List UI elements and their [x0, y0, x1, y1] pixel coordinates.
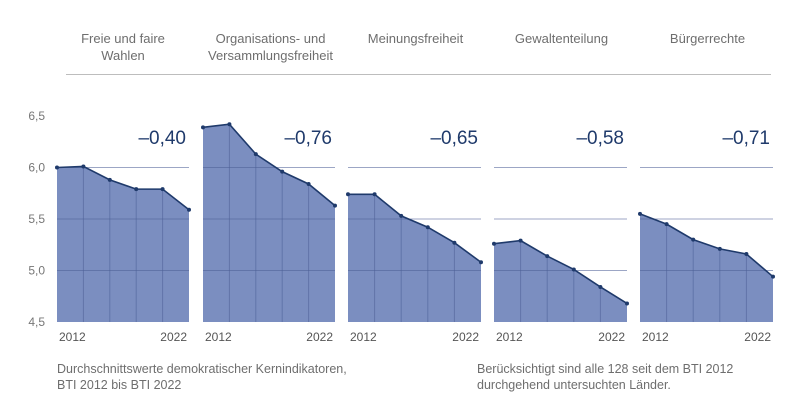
data-point [598, 284, 603, 289]
data-point [625, 301, 629, 306]
x-tick-label-end: 2022 [744, 330, 771, 344]
data-point [571, 267, 576, 272]
x-tick-label-start: 2012 [496, 330, 523, 344]
x-tick-label-start: 2012 [642, 330, 669, 344]
data-point [545, 254, 550, 259]
area-fill [203, 124, 335, 323]
data-point [479, 260, 483, 265]
change-label: –0,65 [430, 128, 478, 149]
data-point [187, 207, 191, 212]
x-tick-label-end: 2022 [306, 330, 333, 344]
data-point [717, 246, 722, 251]
area-fill [494, 240, 627, 322]
data-point [201, 125, 205, 130]
data-point [107, 177, 112, 182]
change-label: –0,58 [576, 128, 624, 149]
data-point [518, 238, 523, 243]
data-point [346, 192, 350, 197]
y-tick-label: 6,0 [28, 161, 45, 175]
x-tick-label-start: 2012 [350, 330, 377, 344]
data-point [664, 222, 669, 227]
data-point [227, 122, 232, 127]
data-point [55, 165, 59, 170]
data-point [306, 181, 311, 186]
x-tick-label-end: 2022 [598, 330, 625, 344]
data-point [744, 252, 749, 257]
data-point [280, 169, 285, 174]
panel-title-2: Meinungsfreiheit [367, 31, 464, 46]
panel-title-3: Gewaltenteilung [514, 31, 609, 46]
y-tick-label: 6,5 [28, 109, 45, 123]
panel-title-4: Bürgerrechte [669, 31, 746, 46]
data-point [372, 192, 377, 197]
change-label: –0,76 [284, 128, 332, 149]
series-line [639, 213, 774, 278]
series-line [348, 193, 482, 263]
area-fill [640, 213, 773, 322]
data-point [160, 187, 165, 192]
area-fill [57, 166, 189, 322]
change-label: –0,71 [722, 128, 770, 149]
note-right: Berücksichtigt sind alle 128 seit dem BT… [477, 362, 734, 392]
data-point [134, 187, 139, 192]
x-tick-label-end: 2022 [160, 330, 187, 344]
panel-title-1: Organisations- und Versammlungsfreiheit [208, 31, 333, 63]
data-point [691, 237, 696, 242]
y-tick-label: 5,5 [28, 212, 45, 226]
panel-title-0: Freie und faire Wahlen [81, 31, 165, 63]
data-point [399, 213, 404, 218]
data-point [452, 240, 457, 245]
x-tick-label-start: 2012 [205, 330, 232, 344]
data-point [638, 211, 642, 216]
y-tick-label: 4,5 [28, 315, 45, 329]
small-multiples-area-chart: 4,5 5,0 5,5 6,0 6,5 –0,40 2012 2022 –0,76 2012 202… [28, 109, 775, 344]
data-point [492, 241, 496, 246]
data-point [81, 164, 86, 169]
header-divider [66, 74, 771, 75]
data-point [253, 152, 258, 157]
series-line [56, 165, 190, 211]
series-line [493, 239, 628, 305]
area-fill [348, 194, 481, 322]
note-left: Durchschnittswerte demokratischer Kernin… [57, 362, 347, 392]
change-label: –0,40 [138, 128, 186, 149]
series-line [202, 123, 336, 207]
y-tick-label: 5,0 [28, 264, 45, 278]
data-point [425, 225, 430, 230]
data-point [333, 203, 337, 208]
x-tick-label-start: 2012 [59, 330, 86, 344]
x-tick-label-end: 2022 [452, 330, 479, 344]
data-point [771, 274, 775, 279]
